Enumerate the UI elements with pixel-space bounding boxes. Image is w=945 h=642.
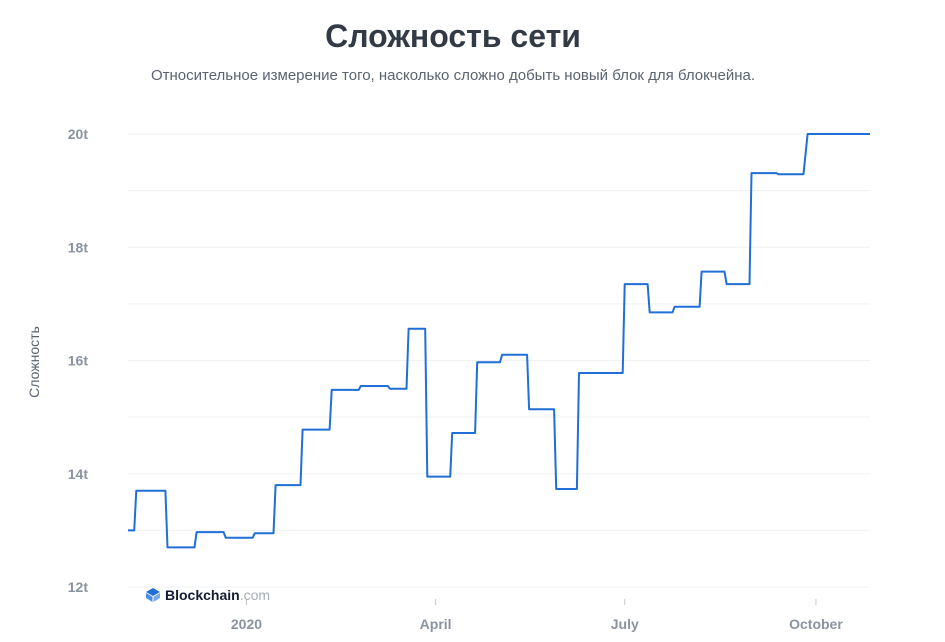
blockchain-logo-icon [146, 588, 160, 602]
y-tick-label: 14t [68, 466, 89, 482]
x-tick-label: 2020 [231, 616, 262, 632]
x-axis-ticks: 2020 April July October [231, 599, 843, 632]
chart-title: Сложность сети [325, 18, 581, 54]
watermark-brand: Blockchain [165, 587, 240, 603]
watermark-domain: .com [239, 587, 271, 603]
y-tick-label: 12t [68, 579, 89, 595]
y-axis-ticks: 12t 14t 16t 18t 20t [68, 126, 89, 595]
y-tick-label: 16t [68, 353, 89, 369]
series-lines [128, 133, 870, 549]
watermark: Blockchain .com [146, 587, 270, 603]
grid-lines [128, 133, 870, 588]
y-tick-label: 20t [68, 126, 89, 142]
chart-subtitle: Относительное измерение того, насколько … [150, 67, 756, 84]
difficulty-line [128, 133, 870, 549]
y-tick-label: 18t [68, 239, 89, 255]
x-tick-label: April [420, 616, 452, 632]
x-tick-label: July [611, 616, 639, 632]
x-tick-label: October [789, 616, 843, 632]
